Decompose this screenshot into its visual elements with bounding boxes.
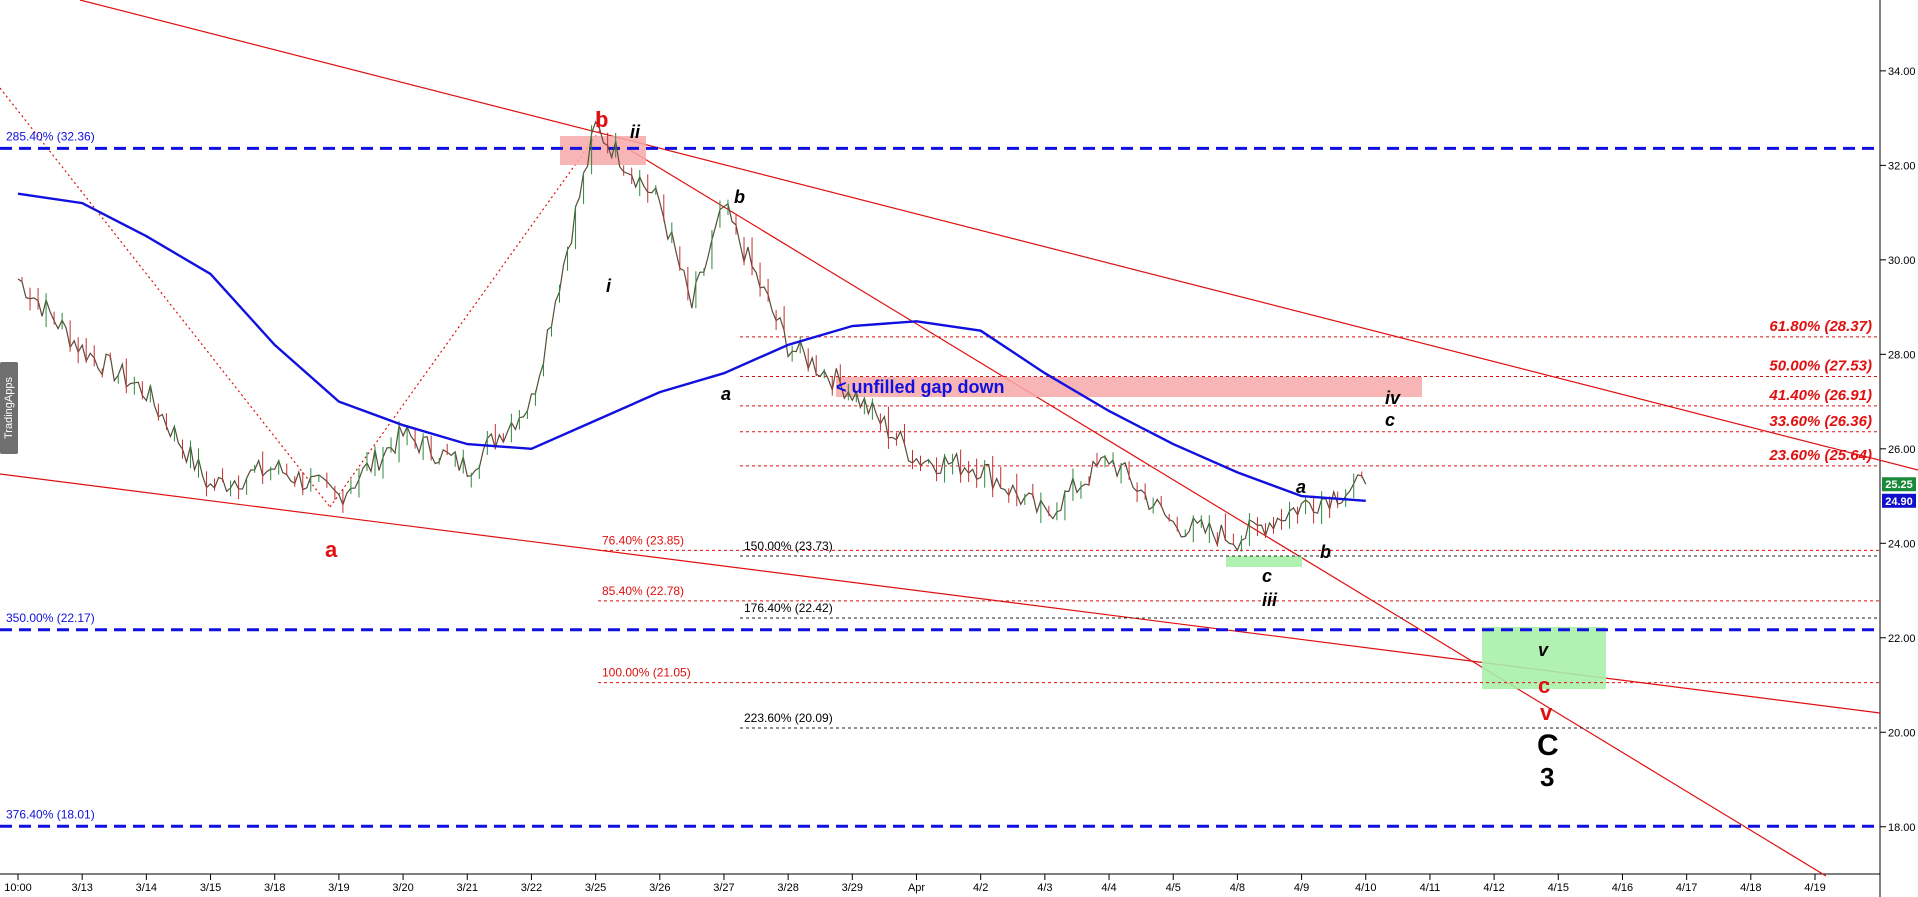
wave-b-small: b bbox=[1320, 542, 1331, 562]
y-tick-label: 28.00 bbox=[1888, 349, 1916, 361]
x-tick-label: 4/17 bbox=[1676, 882, 1697, 894]
retracement-label: 61.80% (28.37) bbox=[1769, 318, 1872, 335]
x-tick-label: 4/8 bbox=[1230, 882, 1245, 894]
y-tick-label: 32.00 bbox=[1888, 160, 1916, 172]
y-tick-label: 20.00 bbox=[1888, 727, 1916, 739]
x-tick-label: 4/10 bbox=[1355, 882, 1376, 894]
y-tick-label: 30.00 bbox=[1888, 255, 1916, 267]
gap-label: < unfilled gap down bbox=[836, 377, 1005, 397]
wave-i: i bbox=[606, 276, 612, 296]
y-tick-label: 22.00 bbox=[1888, 633, 1916, 645]
wave-c-red: c bbox=[1538, 673, 1550, 698]
red-extension-label: 85.40% (22.78) bbox=[602, 584, 684, 598]
x-tick-label: 3/29 bbox=[842, 882, 863, 894]
y-tick-label: 34.00 bbox=[1888, 66, 1916, 78]
x-tick-label: 4/5 bbox=[1166, 882, 1181, 894]
x-tick-label: 3/15 bbox=[200, 882, 221, 894]
target-zone bbox=[1482, 627, 1606, 689]
wave-a-major: a bbox=[325, 537, 338, 562]
price-series bbox=[17, 120, 1367, 552]
axis-price-marker bbox=[1882, 477, 1916, 492]
wave-v-box: v bbox=[1538, 640, 1549, 660]
x-tick-label: 3/20 bbox=[392, 882, 413, 894]
black-extension-label: 150.00% (23.73) bbox=[744, 539, 833, 553]
blue-level-label: 376.40% (18.01) bbox=[6, 807, 95, 821]
x-tick-label: 3/19 bbox=[328, 882, 349, 894]
dotted-leg-up bbox=[329, 129, 601, 508]
retracement-label: 33.60% (26.36) bbox=[1769, 413, 1872, 430]
x-tick-label: 3/25 bbox=[585, 882, 606, 894]
black-extension-label: 176.40% (22.42) bbox=[744, 601, 833, 615]
x-tick-label: 3/26 bbox=[649, 882, 670, 894]
low-zone bbox=[1226, 556, 1302, 567]
x-tick-label: 3/14 bbox=[136, 882, 157, 894]
dotted-leg-down bbox=[0, 87, 331, 508]
wave-v-red: v bbox=[1540, 700, 1553, 725]
axis-price-marker-label: 25.25 bbox=[1885, 479, 1913, 491]
falling-trendline bbox=[629, 149, 1827, 877]
wave-iv: iv bbox=[1385, 388, 1401, 408]
x-tick-label: 3/28 bbox=[777, 882, 798, 894]
y-tick-label: 18.00 bbox=[1888, 822, 1916, 834]
x-tick-label: 4/4 bbox=[1101, 882, 1116, 894]
x-tick-label: 4/19 bbox=[1804, 882, 1825, 894]
y-tick-label: 24.00 bbox=[1888, 538, 1916, 550]
wave-b-major: b bbox=[595, 107, 608, 132]
x-tick-label: 3/27 bbox=[713, 882, 734, 894]
x-tick-label: 4/9 bbox=[1294, 882, 1309, 894]
wave-C: C bbox=[1537, 729, 1559, 762]
axis-price-marker bbox=[1882, 493, 1916, 508]
x-tick-label: 3/22 bbox=[521, 882, 542, 894]
x-tick-label: 3/13 bbox=[71, 882, 92, 894]
wave-a-small: a bbox=[1296, 477, 1306, 497]
x-tick-label: 4/16 bbox=[1612, 882, 1633, 894]
x-tick-label: 4/18 bbox=[1740, 882, 1761, 894]
wave-ii: ii bbox=[630, 122, 641, 142]
x-tick-label: 10:00 bbox=[4, 882, 32, 894]
x-tick-label: 4/2 bbox=[973, 882, 988, 894]
gap-zone bbox=[836, 377, 1422, 397]
x-tick-label: Apr bbox=[908, 882, 925, 894]
retracement-label: 50.00% (27.53) bbox=[1769, 358, 1872, 375]
x-tick-label: 4/3 bbox=[1037, 882, 1052, 894]
wave-b-minor: b bbox=[734, 187, 745, 207]
wave-iii: iii bbox=[1262, 590, 1278, 610]
red-extension-label: 100.00% (21.05) bbox=[602, 666, 691, 680]
wave-a-minor: a bbox=[721, 384, 731, 404]
wave-3: 3 bbox=[1540, 762, 1554, 792]
x-tick-label: 4/11 bbox=[1420, 882, 1441, 894]
blue-level-label: 350.00% (22.17) bbox=[6, 611, 95, 625]
x-tick-label: 4/15 bbox=[1548, 882, 1569, 894]
wave-c-small: c bbox=[1262, 566, 1272, 586]
retracement-label: 23.60% (25.64) bbox=[1768, 447, 1872, 464]
black-extension-label: 223.60% (20.09) bbox=[744, 711, 833, 725]
x-tick-label: 3/18 bbox=[264, 882, 285, 894]
moving-average-line bbox=[17, 192, 1366, 502]
retracement-label: 41.40% (26.91) bbox=[1768, 387, 1872, 404]
upper-trendline bbox=[79, 0, 1918, 471]
axis-price-marker-label: 24.90 bbox=[1885, 496, 1913, 508]
x-tick-label: 3/21 bbox=[457, 882, 478, 894]
y-tick-label: 26.00 bbox=[1888, 444, 1916, 456]
x-tick-label: 4/12 bbox=[1483, 882, 1504, 894]
wave-c-minor: c bbox=[1385, 410, 1395, 430]
blue-level-label: 285.40% (32.36) bbox=[6, 129, 95, 143]
red-extension-label: 76.40% (23.85) bbox=[602, 533, 684, 547]
